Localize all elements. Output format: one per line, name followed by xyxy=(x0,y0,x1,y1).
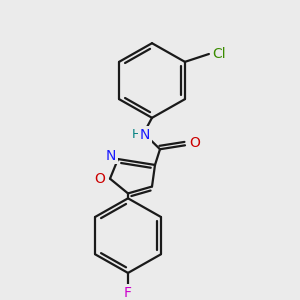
Text: F: F xyxy=(124,286,132,300)
Text: H: H xyxy=(131,128,141,141)
Text: Cl: Cl xyxy=(212,47,226,61)
Text: O: O xyxy=(94,172,105,186)
Text: O: O xyxy=(190,136,200,150)
Text: N: N xyxy=(106,149,116,163)
Text: N: N xyxy=(140,128,150,142)
